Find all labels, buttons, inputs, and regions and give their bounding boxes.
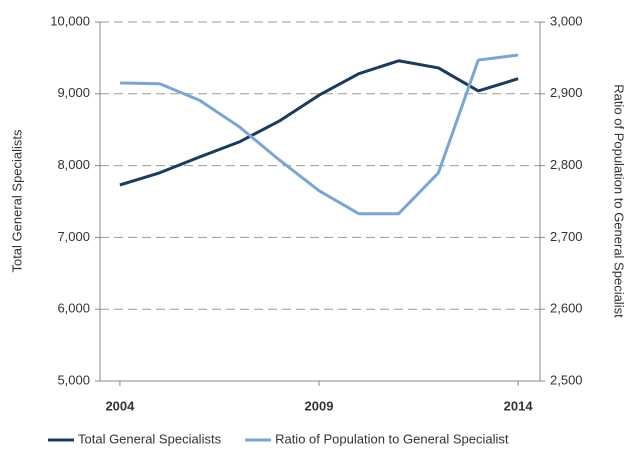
line-series <box>119 59 519 187</box>
y-axis-label: Total General Specialists <box>9 129 24 273</box>
line-series <box>119 53 519 216</box>
y2-tick-label: 2,900 <box>550 85 583 100</box>
x-tick-label: 2009 <box>305 398 334 413</box>
y-tick-label: 9,000 <box>57 85 90 100</box>
y-tick-label: 8,000 <box>57 157 90 172</box>
x-tick-label: 2014 <box>504 398 534 413</box>
y2-axis-label: Ratio of Population to General Specialis… <box>612 84 627 318</box>
y2-tick-label: 2,600 <box>550 301 583 316</box>
y2-tick-label: 2,700 <box>550 229 583 244</box>
y-tick-label: 10,000 <box>50 13 90 28</box>
y-tick-label: 6,000 <box>57 301 90 316</box>
y2-tick-label: 3,000 <box>550 13 583 28</box>
y2-tick-label: 2,500 <box>550 372 583 387</box>
y-tick-label: 5,000 <box>57 372 90 387</box>
y-tick-label: 7,000 <box>57 229 90 244</box>
y2-tick-label: 2,800 <box>550 157 583 172</box>
x-tick-label: 2004 <box>105 398 135 413</box>
legend-label: Ratio of Population to General Specialis… <box>275 431 509 446</box>
legend-label: Total General Specialists <box>78 431 222 446</box>
